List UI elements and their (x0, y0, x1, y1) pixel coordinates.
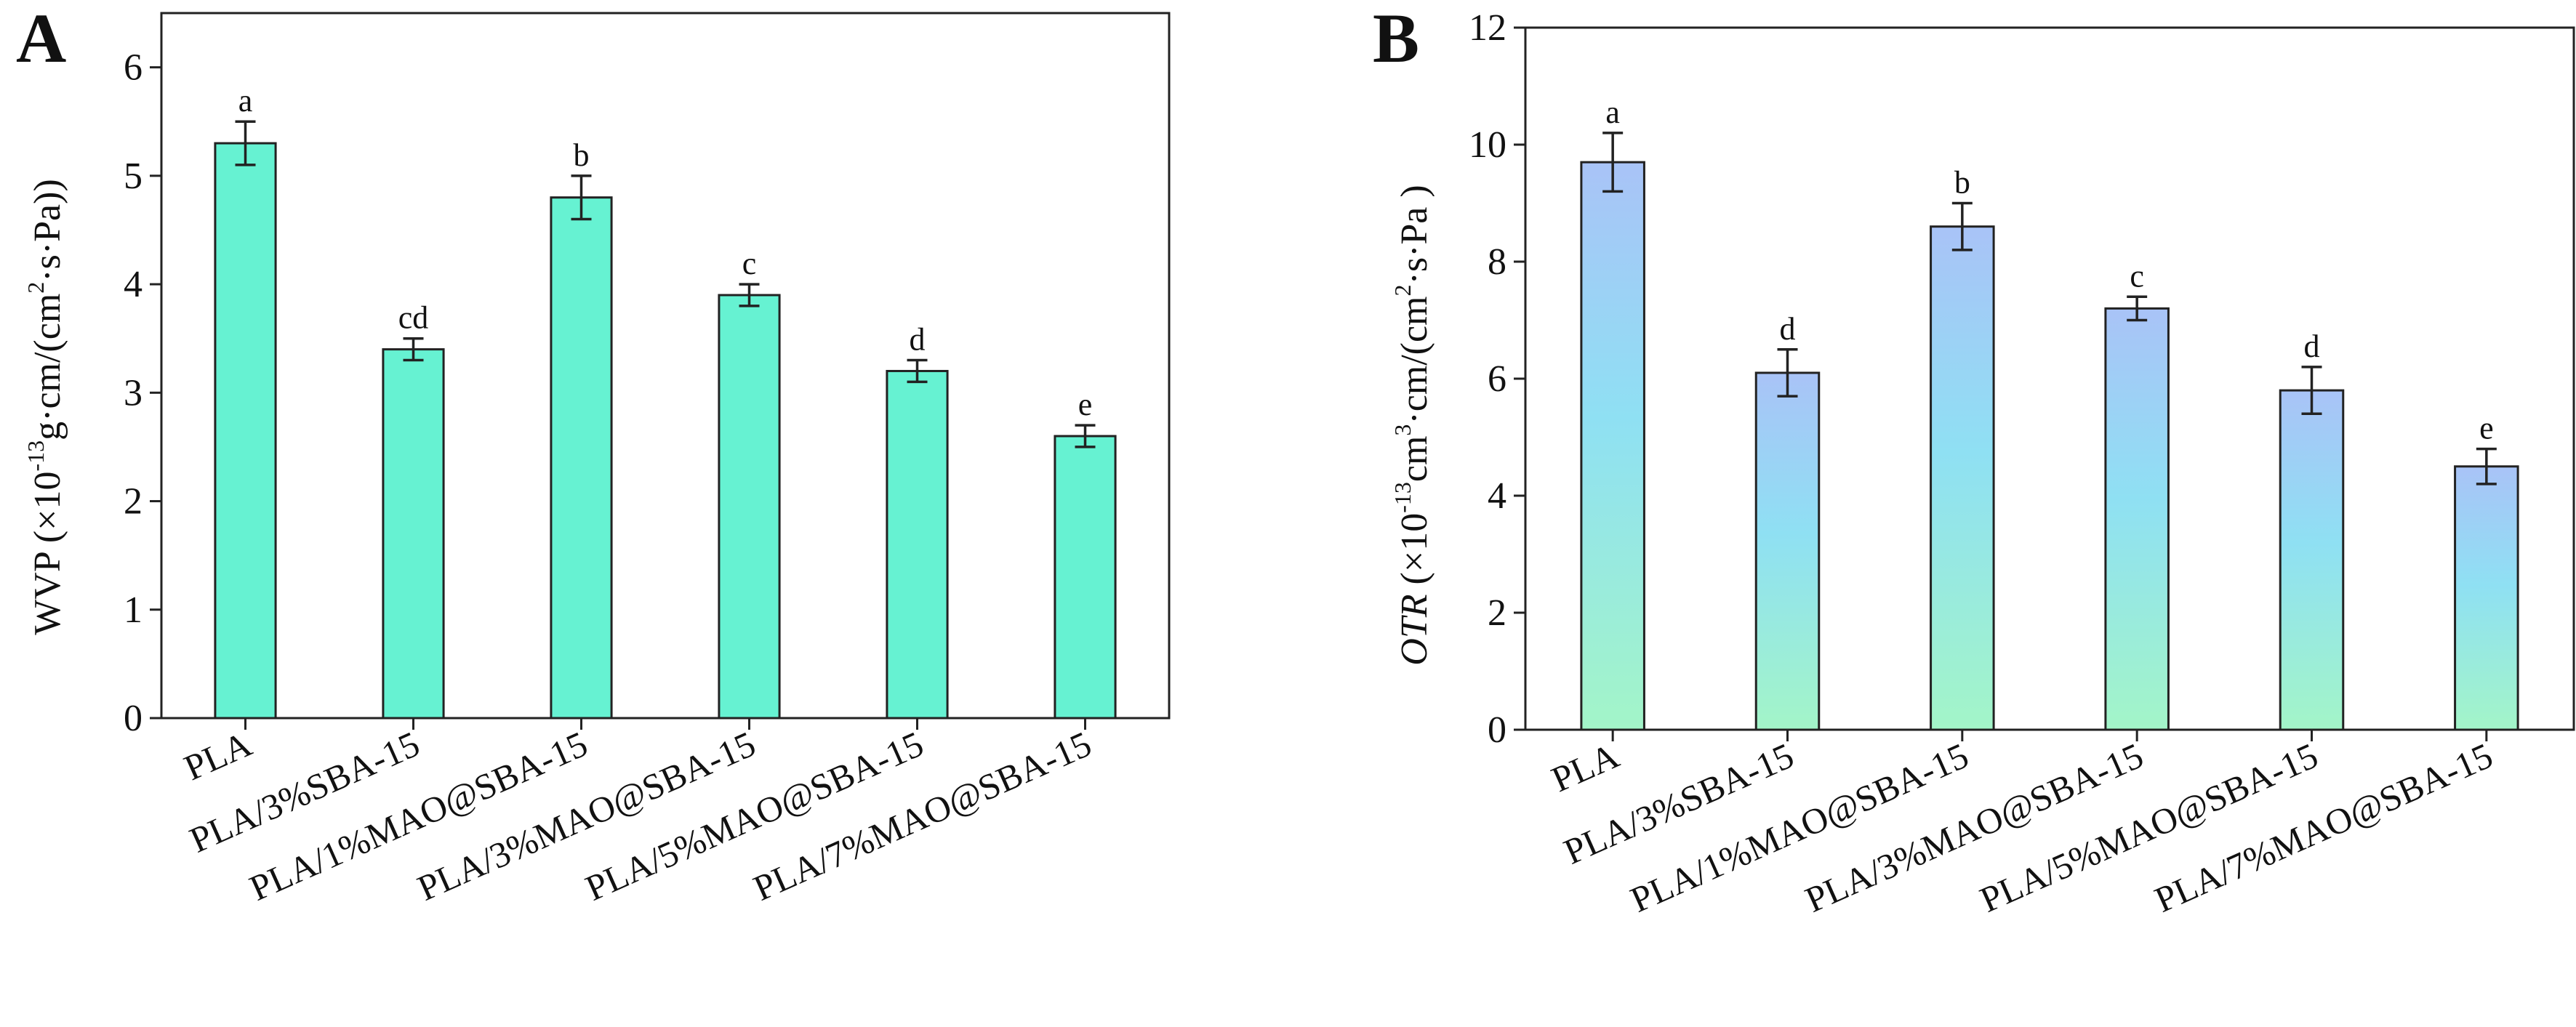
panel-a-bar (1054, 435, 1117, 720)
panel-a-y-tick-label: 0 (124, 698, 143, 739)
panel-a-plot-area: 0123456aPLAcdPLA/3%SBA-15bPLA/1%MAO@SBA-… (124, 12, 1171, 909)
panel-a-significance-label: c (742, 246, 757, 281)
panel-b-significance-label: d (2304, 329, 2320, 364)
panel-b-y-tick-label: 0 (1488, 709, 1506, 751)
panel-a-ylabel-exp2: 2 (23, 282, 49, 294)
panel-a-category-label: PLA (178, 723, 257, 789)
panel-b-y-tick-label: 10 (1469, 124, 1506, 166)
panel-a-significance-label: d (910, 322, 926, 358)
panel-b-category-label: PLA/3%MAO@SBA-15 (1799, 735, 2149, 920)
panel-a-chart: A WVP (×10-13g·cm/(cm2·s·Pa)) 0123456aPL… (16, 0, 1171, 909)
panel-b-category-label: PLA/1%MAO@SBA-15 (1624, 735, 1974, 920)
panel-b-ylabel-italic: OTR (1394, 594, 1435, 665)
panel-a-significance-label: cd (398, 300, 429, 336)
panel-a-y-tick-label: 6 (124, 47, 143, 89)
panel-a-bar (550, 196, 613, 720)
panel-b-category-label: PLA/7%MAO@SBA-15 (2148, 735, 2498, 920)
panel-a-bar (886, 369, 949, 720)
panel-b-ylabel-mid: cm (1394, 436, 1435, 483)
panel-b-category-label: PLA/5%MAO@SBA-15 (1974, 735, 2324, 920)
panel-b-bar (1754, 371, 1821, 731)
panel-b-significance-label: e (2479, 411, 2494, 446)
panel-a-y-tick-label: 3 (124, 372, 143, 414)
panel-a-y-tick-label: 5 (124, 156, 143, 197)
panel-b-y-tick-label: 12 (1469, 7, 1506, 49)
panel-a-y-tick-label: 1 (124, 589, 143, 631)
panel-b-ylabel-mid2: ·cm/(cm (1394, 296, 1435, 424)
panel-b-significance-label: b (1954, 165, 1970, 201)
panel-b-bar (2104, 307, 2170, 731)
panel-a-significance-label: b (574, 137, 590, 173)
panel-a-significance-label: e (1078, 387, 1093, 422)
panel-a-ylabel-suffix: ·s·Pa)) (27, 179, 68, 282)
panel-b-significance-label: c (2130, 258, 2144, 294)
panel-b-y-tick-label: 4 (1488, 475, 1506, 517)
panel-b-y-tick-label: 8 (1488, 241, 1506, 283)
panel-b-ylabel-exp: -13 (1389, 482, 1416, 513)
panel-b-ylabel-suffix: ·s·Pa ) (1394, 185, 1435, 284)
panel-b-bar (2279, 389, 2345, 731)
panel-b-bar (1580, 161, 1645, 731)
panel-b-significance-label: a (1605, 94, 1620, 130)
panel-a-plot-frame (160, 12, 1171, 720)
panel-a-ylabel-mid: g·cm/(cm (27, 294, 68, 440)
panel-a-y-tick-label: 2 (124, 481, 143, 523)
panel-b-category-label: PLA (1546, 735, 1625, 800)
panel-a-ylabel-prefix: WVP (×10 (27, 472, 68, 635)
panel-a-y-tick-label: 4 (124, 264, 143, 305)
panel-b-letter: B (1373, 0, 1419, 77)
panel-b-y-tick-label: 6 (1488, 358, 1506, 400)
panel-b-bar (2454, 465, 2519, 731)
panel-a-bar (382, 348, 445, 720)
panel-b-ylabel-exp2: 3 (1389, 424, 1416, 436)
panel-b-ylabel-exp3: 2 (1389, 284, 1416, 296)
panel-a-y-axis-title: WVP (×10-13g·cm/(cm2·s·Pa)) (23, 179, 68, 635)
panel-b-bar (1930, 225, 1995, 731)
panel-a-bar (214, 142, 277, 720)
panel-b-y-axis-title: OTR (×10-13cm3·cm/(cm2·s·Pa ) (1389, 185, 1435, 665)
panel-a-significance-label: a (238, 83, 253, 118)
panel-a-bar (718, 294, 781, 720)
panel-b-chart: B OTR (×10-13cm3·cm/(cm2·s·Pa ) 02468101… (1373, 0, 2575, 920)
panel-a-ylabel-exp: -13 (23, 440, 49, 472)
panel-b-ylabel-prefix: (×10 (1394, 513, 1435, 595)
panel-b-plot-frame (1524, 26, 2575, 731)
panel-b-plot-area: 024681012aPLAdPLA/3%SBA-15bPLA/1%MAO@SBA… (1469, 7, 2575, 920)
panel-a-letter: A (16, 0, 66, 77)
panel-b-y-tick-label: 2 (1488, 592, 1506, 634)
panel-b-significance-label: d (1780, 311, 1796, 347)
